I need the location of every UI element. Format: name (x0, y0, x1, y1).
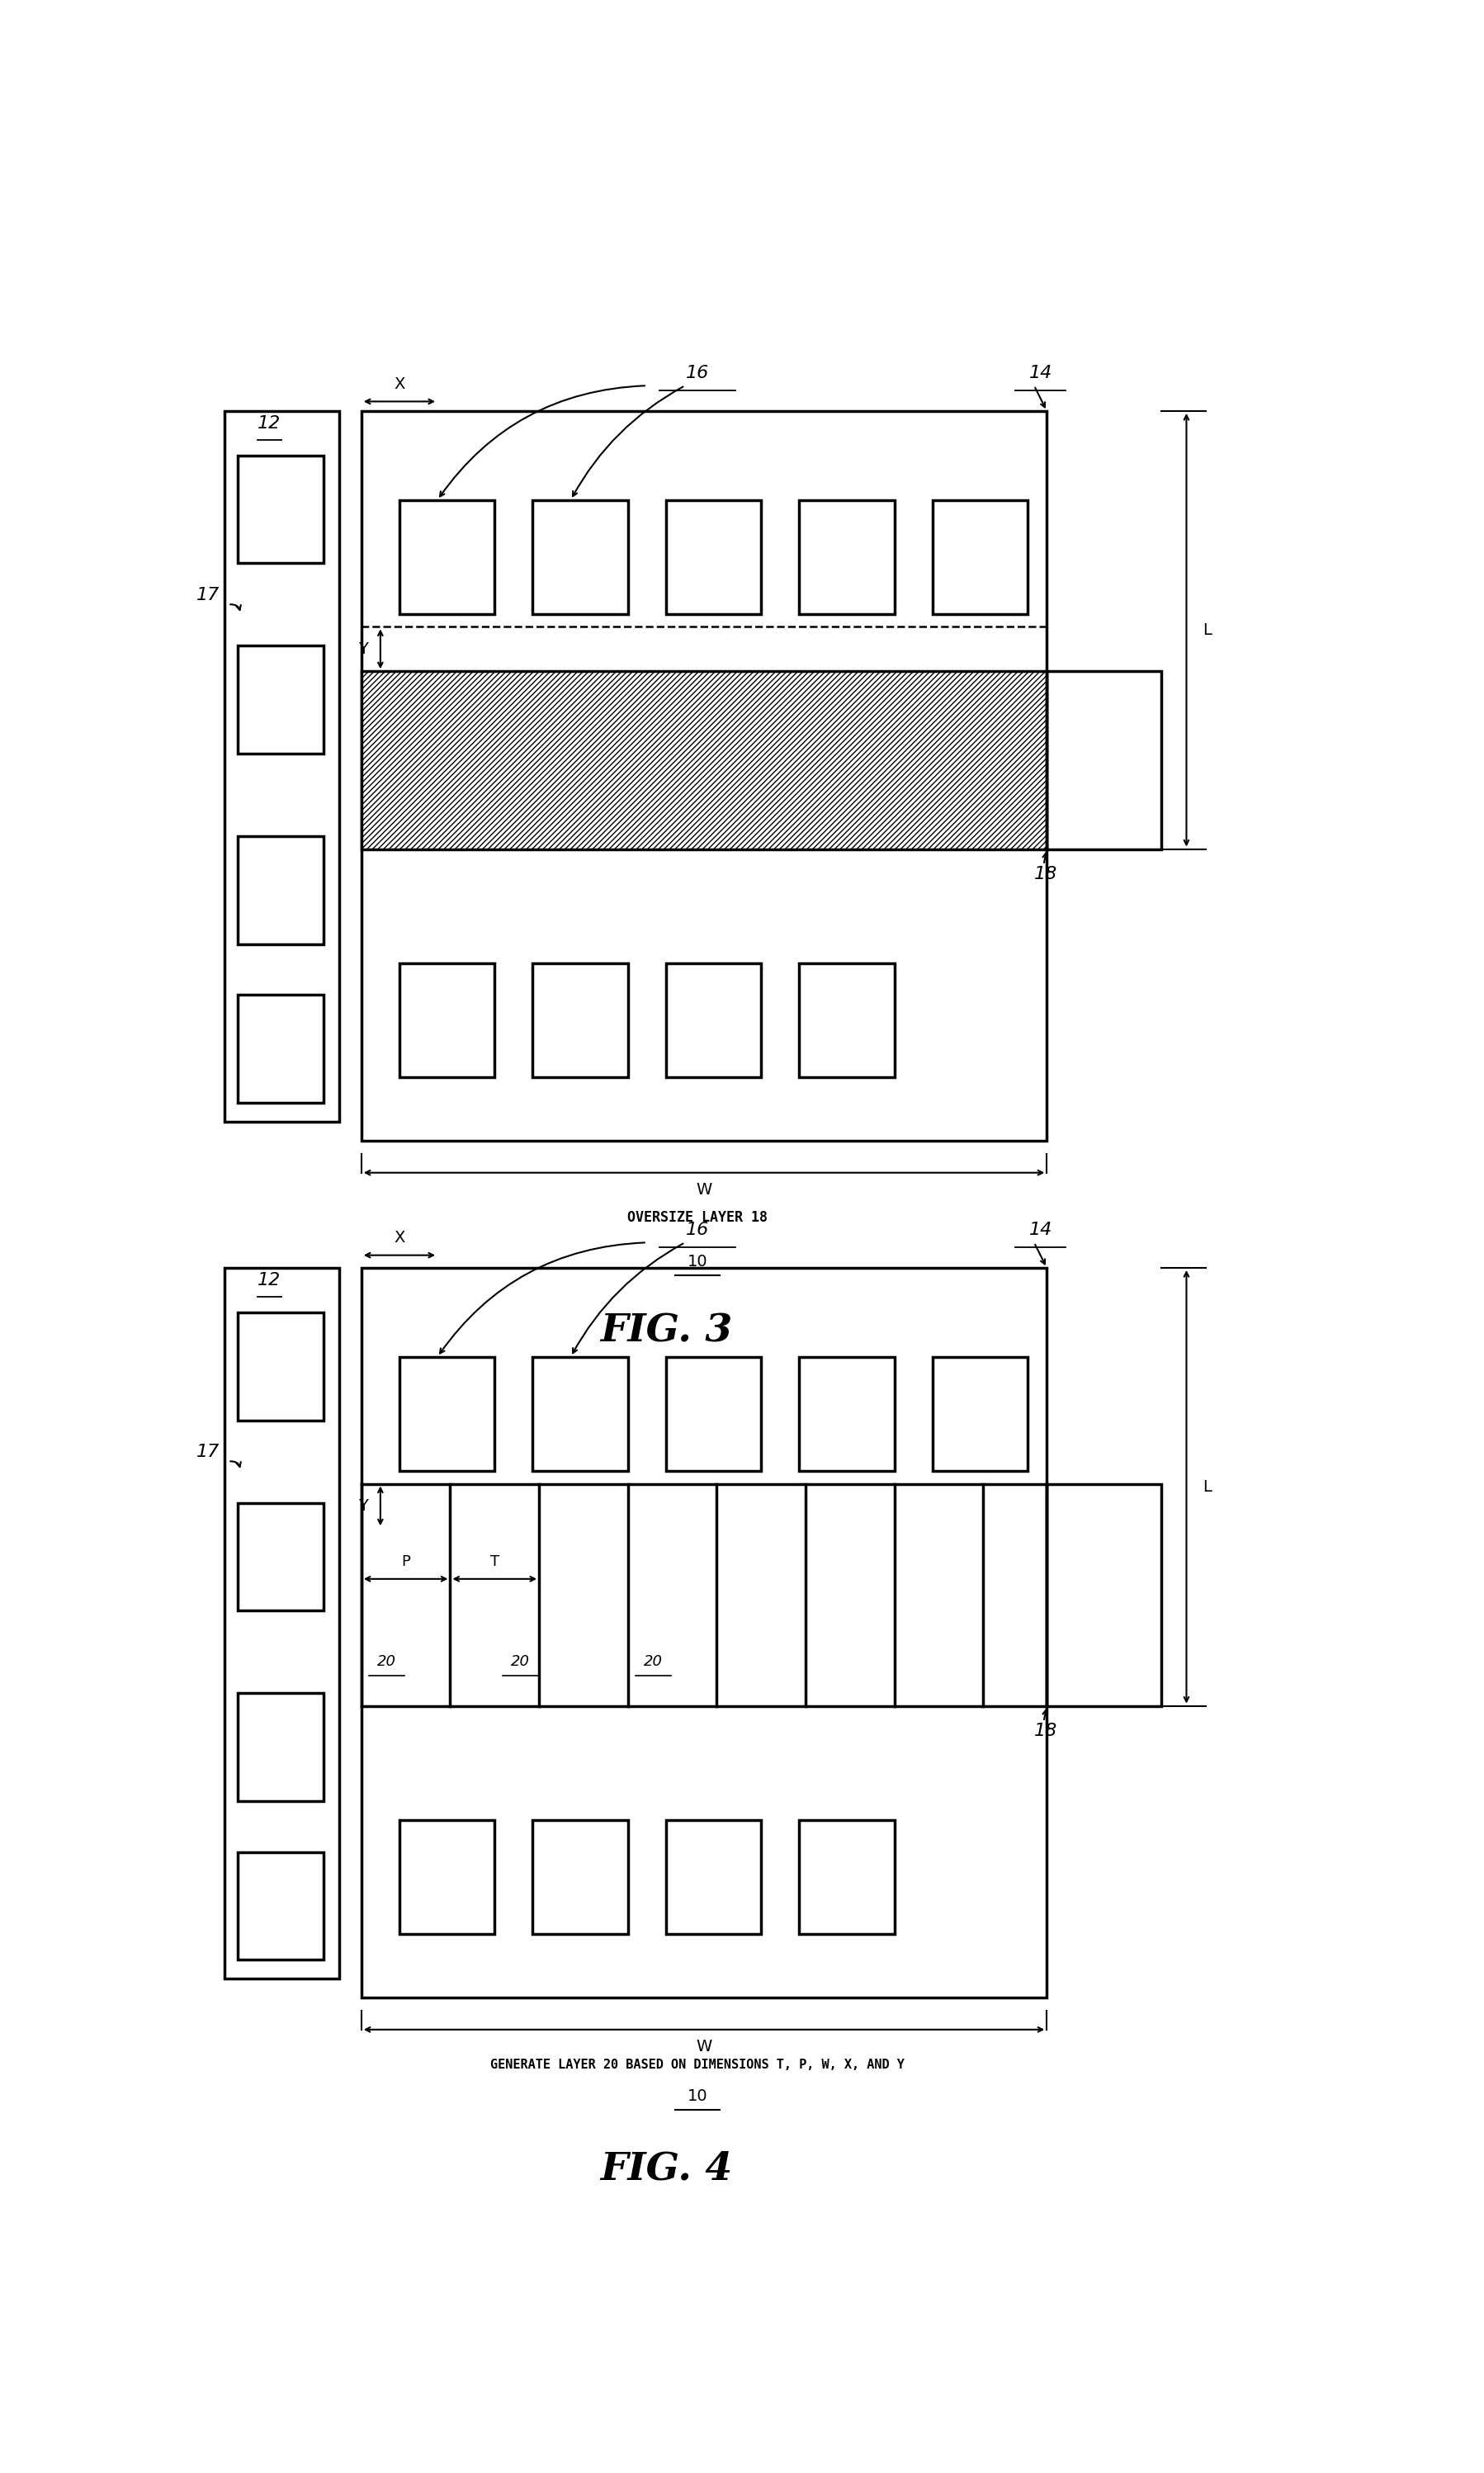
Text: 14: 14 (1028, 364, 1052, 381)
Text: 20: 20 (510, 1654, 530, 1669)
Text: L: L (1202, 1479, 1211, 1494)
Text: OVERSIZE LAYER 18: OVERSIZE LAYER 18 (628, 1209, 767, 1224)
Bar (237, 1504, 324, 1610)
Text: Y: Y (358, 641, 368, 658)
Bar (237, 455, 324, 564)
Text: FIG. 3: FIG. 3 (600, 1313, 732, 1350)
Bar (800, 1820, 895, 1934)
Bar (800, 964, 895, 1078)
Bar (237, 836, 324, 945)
Text: GENERATE LAYER 20 BASED ON DIMENSIONS T, P, W, X, AND Y: GENERATE LAYER 20 BASED ON DIMENSIONS T,… (491, 2058, 905, 2070)
Bar (666, 964, 761, 1078)
Text: 17: 17 (196, 1444, 220, 1459)
Text: 10: 10 (687, 2087, 708, 2105)
Bar (237, 1852, 324, 1959)
Text: 10: 10 (687, 1254, 708, 1269)
Text: 12: 12 (258, 1271, 280, 1288)
Bar (932, 500, 1028, 613)
Text: 20: 20 (644, 1654, 663, 1669)
Text: X: X (393, 1229, 405, 1246)
Bar (666, 1358, 761, 1471)
Bar (226, 411, 340, 1123)
Text: 14: 14 (1028, 1222, 1052, 1239)
Bar (361, 670, 1046, 848)
Bar (666, 500, 761, 613)
Bar (1046, 670, 1160, 848)
Bar (533, 964, 628, 1078)
Bar (361, 1269, 1046, 1998)
Bar (800, 500, 895, 613)
Text: P: P (401, 1556, 410, 1570)
Text: 16: 16 (686, 364, 709, 381)
Bar (533, 500, 628, 613)
Bar (666, 1820, 761, 1934)
Text: W: W (696, 2040, 712, 2055)
Bar (237, 645, 324, 754)
Bar (237, 1313, 324, 1420)
Text: X: X (393, 376, 405, 391)
Bar (361, 411, 1046, 1140)
Text: L: L (1202, 623, 1211, 638)
Bar (399, 1358, 494, 1471)
Bar (361, 626, 1046, 848)
Bar (226, 1269, 340, 1978)
Text: 16: 16 (686, 1222, 709, 1239)
Bar (533, 1820, 628, 1934)
Bar (237, 1694, 324, 1800)
Text: 18: 18 (1034, 866, 1058, 883)
Bar (361, 1484, 1046, 1706)
Bar (399, 1820, 494, 1934)
Bar (237, 994, 324, 1103)
Bar (1046, 1484, 1160, 1706)
Text: 12: 12 (258, 415, 280, 433)
Bar (932, 1358, 1028, 1471)
Text: FIG. 4: FIG. 4 (600, 2149, 732, 2189)
Bar (533, 1358, 628, 1471)
Text: Y: Y (358, 1499, 368, 1513)
Text: T: T (490, 1556, 499, 1570)
Text: 17: 17 (196, 586, 220, 603)
Text: W: W (696, 1182, 712, 1197)
Text: 20: 20 (377, 1654, 396, 1669)
Bar (399, 964, 494, 1078)
Bar (800, 1358, 895, 1471)
Bar (399, 500, 494, 613)
Text: 18: 18 (1034, 1724, 1058, 1739)
